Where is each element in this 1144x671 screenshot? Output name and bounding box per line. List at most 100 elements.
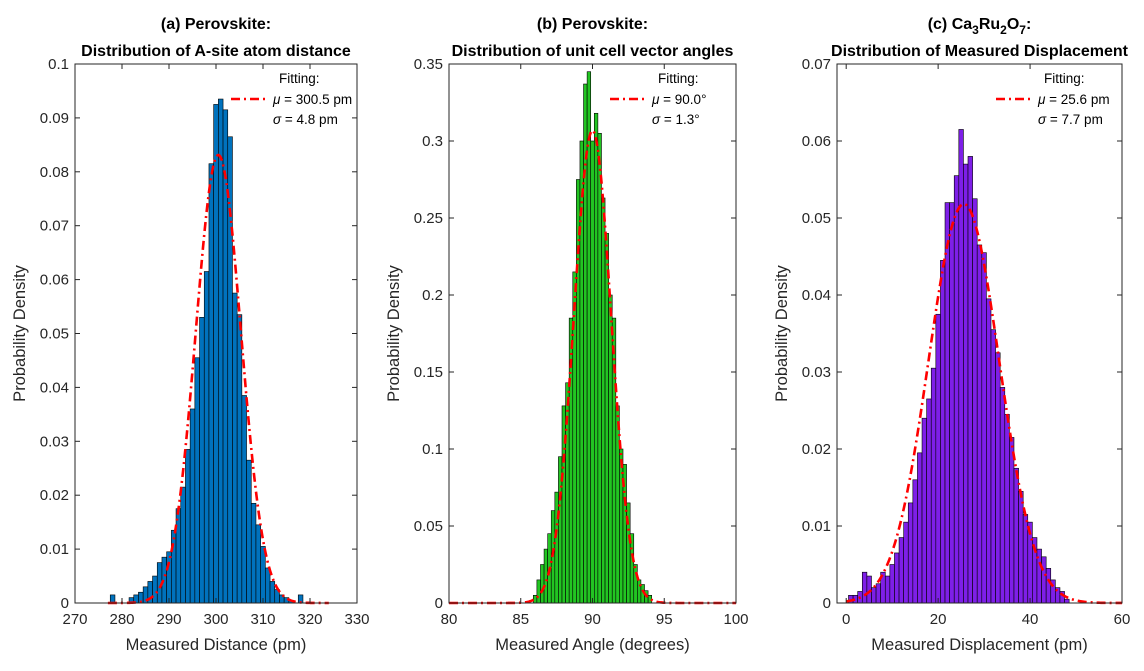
histogram-bar [1018,491,1024,604]
histogram-bar [871,587,877,604]
legend-title: Fitting: [1044,71,1085,86]
legend-sigma: σ = 4.8 pm [273,112,338,127]
histogram-bar [246,459,252,604]
x-tick-label: 0 [842,611,850,628]
histogram-bar [175,508,182,604]
histogram-bar [166,551,172,604]
histogram-bar [250,502,257,604]
x-tick-label: 85 [512,611,529,628]
x-axis-label: Measured Displacement (pm) [871,636,1087,654]
x-tick-label: 310 [250,611,275,628]
y-tick-label: 0.04 [802,287,831,304]
y-tick-label: 0.02 [40,487,69,504]
histogram-bar [990,329,996,604]
y-tick-label: 0.1 [48,56,69,73]
legend-title: Fitting: [658,71,699,86]
y-tick-label: 0.01 [40,541,69,558]
y-tick-label: 0.05 [40,326,69,343]
y-tick-label: 0.03 [40,433,69,450]
histogram-bar [898,537,904,604]
y-tick-label: 0.05 [802,210,831,227]
histogram-bar [576,179,581,604]
histogram-bar [536,579,541,604]
histogram-bar [629,533,635,604]
histogram-bar [935,313,941,604]
histogram-bar [921,417,927,604]
histogram-bar [866,575,872,604]
histogram-bar [995,352,1001,604]
x-tick-label: 80 [441,611,458,628]
histogram-bar [1045,568,1052,604]
histogram-bar [590,140,595,604]
title-line-1: (a) Perovskite: [161,16,271,33]
title-line-2: Distribution of Measured Displacement [831,43,1129,60]
legend-sigma: σ = 1.3° [652,112,700,127]
panel-b: 80 85 90 95 100 0 0.05 0.1 0.15 0.2 0.25 0.3 0.35 Mea… [385,16,749,654]
histogram-bar [949,202,955,604]
histogram-bar [953,175,960,604]
histogram-bar [981,252,987,604]
histogram-bar [1064,598,1070,604]
y-tick-label: 0.15 [414,364,443,381]
histogram-bar [189,408,196,604]
histogram-bar [967,156,973,604]
y-tick-label: 0.06 [40,272,69,289]
histogram-bar [260,546,266,604]
x-tick-label: 300 [203,611,228,628]
y-tick-label: 0.07 [802,56,831,73]
histogram-bar [611,317,617,604]
y-tick-label: 0.1 [422,441,443,458]
histogram-bar [1009,437,1015,604]
x-tick-label: 40 [1022,611,1039,628]
axes-box [836,63,1123,604]
x-tick-label: 95 [656,611,673,628]
histogram-bar [986,298,992,604]
histogram-bar [907,502,914,604]
histogram-bar [940,260,946,604]
panel-a: 270 280 290 300 310 320 330 0 0.01 0.02 0.03 0.04 0.… [11,16,370,654]
histogram-bar [265,567,271,604]
legend-mu: μ = 90.0° [651,92,706,107]
histogram-bar [213,104,219,604]
x-tick-label: 90 [584,611,601,628]
title-line-2: Distribution of unit cell vector angles [452,43,734,60]
histogram-bar [218,98,224,604]
histogram-bar [917,452,923,604]
y-tick-label: 0.02 [802,441,831,458]
x-tick-label: 290 [156,611,181,628]
histogram-bar [583,83,588,604]
fit-curve [845,202,1122,605]
title-line-1: (c) Ca3Ru2O7: [928,16,1032,37]
x-axis-label: Measured Distance (pm) [126,636,307,654]
histogram-bar [171,529,177,604]
histogram-bar [889,564,895,604]
histogram-bar [554,491,559,604]
y-axis-label: Probability Density [773,264,791,401]
histogram-bar [976,244,983,604]
histogram-bar [999,387,1006,604]
x-tick-label: 100 [723,611,748,628]
histogram-bar [185,449,191,604]
histogram-bar [972,198,978,604]
y-tick-label: 0.07 [40,218,69,235]
x-tick-label: 20 [930,611,947,628]
histogram-bar [241,395,247,604]
histogram-bar [637,579,642,604]
histogram-bar [894,552,900,604]
histogram-bar [1004,414,1010,604]
panel-c: 0 20 40 60 0 0.01 0.02 0.03 0.04 0.05 0.06 0.07 Meas… [773,16,1130,654]
histogram-bar [593,112,599,604]
histogram-bar [255,524,261,604]
histogram-bar [903,521,909,604]
histogram-bar [232,292,238,604]
histogram-bar [884,575,891,604]
histogram-bar [633,564,638,604]
histogram-bar [194,357,200,604]
x-tick-label: 330 [344,611,369,628]
histogram-bar [597,133,602,604]
y-tick-label: 0.3 [422,133,443,150]
y-tick-label: 0.35 [414,56,443,73]
histogram-bar [203,271,210,604]
histogram-bar [601,197,606,604]
